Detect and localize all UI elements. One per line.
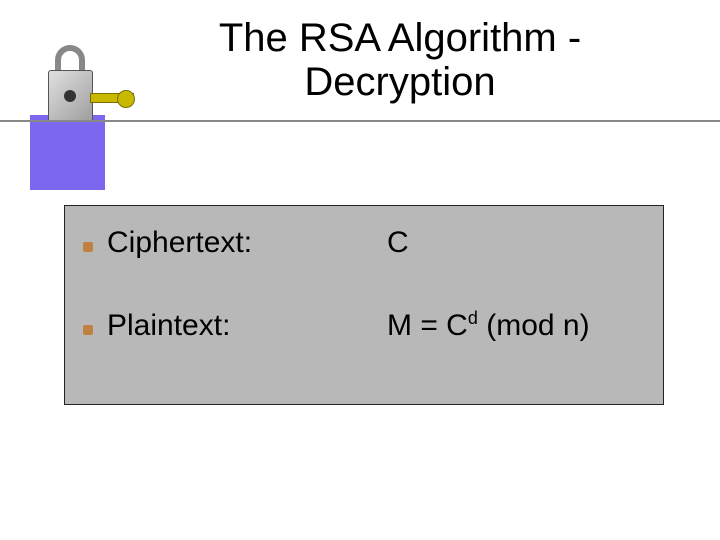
bullet-icon xyxy=(83,242,93,252)
content-row: Plaintext: M = Cd (mod n) xyxy=(83,308,645,343)
formula-base: M = C xyxy=(387,309,468,342)
formula-tail: (mod n) xyxy=(478,309,590,342)
slide-title: The RSA Algorithm - Decryption xyxy=(120,16,680,104)
row-value: M = Cd (mod n) xyxy=(387,308,590,343)
row-label: Ciphertext: xyxy=(107,226,387,260)
title-line-1: The RSA Algorithm - xyxy=(120,16,680,60)
bullet-icon xyxy=(83,325,93,335)
lock-decoration xyxy=(45,45,125,150)
purple-square xyxy=(30,115,105,190)
row-value: C xyxy=(387,226,409,260)
lock-keyhole xyxy=(64,90,76,102)
row-label: Plaintext: xyxy=(107,309,387,343)
title-line-2: Decryption xyxy=(120,60,680,104)
content-box: Ciphertext: C Plaintext: M = Cd (mod n) xyxy=(64,205,664,405)
content-row: Ciphertext: C xyxy=(83,226,645,260)
horizontal-rule xyxy=(0,120,720,122)
formula-superscript: d xyxy=(468,308,478,328)
